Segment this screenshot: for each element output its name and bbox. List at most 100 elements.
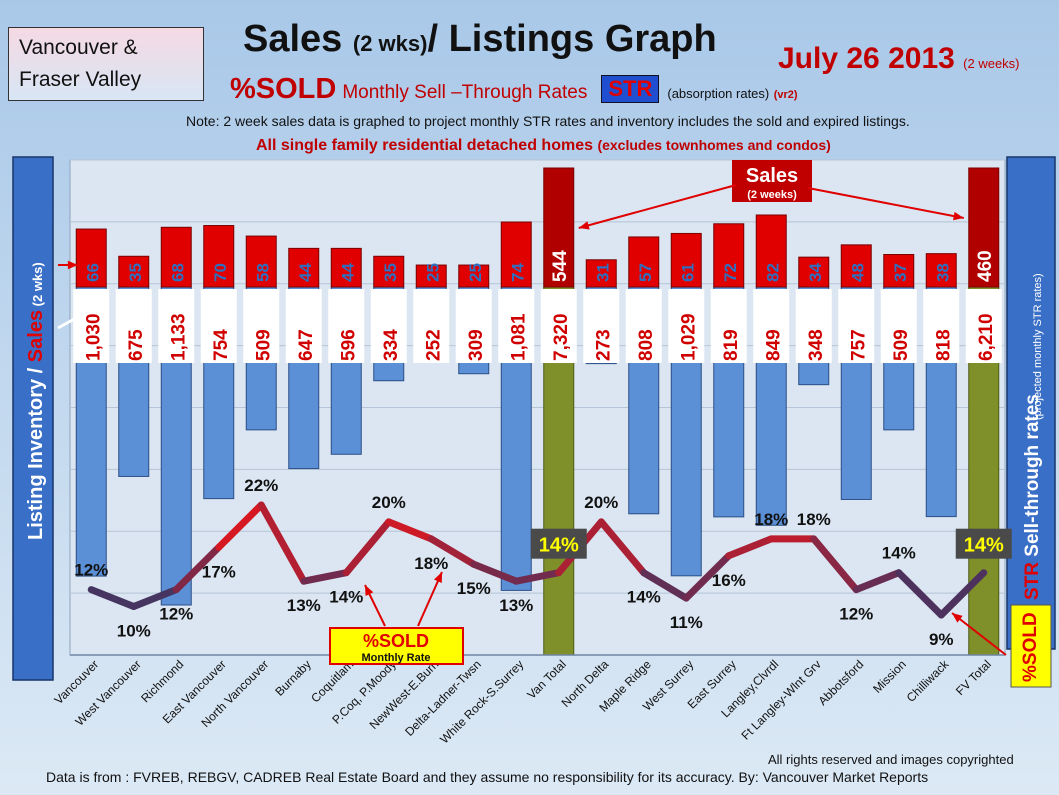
sold-rate-line-segment (597, 518, 648, 577)
inventory-label-box (668, 289, 705, 363)
inventory-label-box (625, 289, 662, 363)
right-axis-label: STR Sell-through rates (1022, 394, 1043, 600)
inventory-value-label: 252 (423, 329, 444, 361)
sold-rate-label: 11% (670, 613, 703, 632)
sales-value-label: 38 (933, 263, 952, 282)
inventory-value-label: 348 (806, 329, 827, 361)
sold-label: %SOLD (230, 73, 337, 105)
inventory-axis-pointer (57, 316, 77, 330)
scope-note: All single family residential detached h… (256, 137, 831, 155)
inventory-label-box (158, 289, 195, 363)
left-axis-label: Listing Inventory / Sales (2 wks) (25, 262, 47, 540)
source-note: Data is from : FVREB, REBGV, CADREB Real… (46, 769, 929, 785)
right-axis-small: (projected monthly STR rates) (1032, 273, 1044, 420)
sales-bar (755, 214, 787, 288)
category-tick-label: Abbotsford (815, 657, 866, 708)
sold-rate-label: 18% (414, 554, 448, 573)
sales-bar (500, 221, 532, 288)
inventory-value-label: 808 (636, 329, 657, 361)
sales-bar (883, 254, 915, 288)
sales-value-label: 37 (891, 263, 910, 282)
inventory-value-label: 273 (593, 329, 614, 361)
sales-callout-title: Sales (746, 165, 798, 187)
sales-value-label: 31 (593, 263, 612, 282)
inventory-label-box (838, 289, 875, 363)
sold-rate-label: 9% (929, 630, 954, 649)
inventory-label-box (455, 289, 492, 363)
sales-callout-arrow-right-head (952, 211, 964, 221)
inventory-value-label: 6,210 (976, 313, 997, 361)
category-tick-label: Ft Langley-Wlnt Grv (739, 657, 824, 742)
left-axis-sales: Sales (25, 310, 47, 362)
date-small: (2 weeks) (963, 56, 1020, 71)
sales-bar (245, 235, 277, 288)
sold-rate-line-segment (470, 560, 520, 585)
sales-bar (160, 226, 192, 288)
sales-bar (585, 259, 617, 288)
sold-rate-line-segment (172, 543, 223, 594)
sales-value-label: 34 (806, 263, 825, 282)
sold-rate-line-segment (682, 552, 733, 602)
left-axis-panel: Listing Inventory / Sales (2 wks) (12, 156, 54, 681)
inventory-label-box (243, 289, 280, 363)
inventory-value-label: 1,081 (508, 313, 529, 361)
sold-rate-label: 14% (964, 535, 1004, 557)
sold-description: Monthly Sell –Through Rates (342, 82, 588, 103)
sales-value-label: 58 (253, 263, 272, 282)
inventory-value-label: 675 (126, 329, 147, 361)
sales-callout-arrow-left-head (578, 221, 590, 230)
inventory-value-label: 596 (338, 329, 359, 361)
sold-rate-line-segment (937, 569, 988, 619)
sales-callout-box (732, 160, 812, 202)
inventory-label-box (285, 289, 322, 363)
version-tag: (vr2) (773, 89, 798, 101)
str-badge: STR (601, 75, 660, 103)
right-axis-str: STR (1022, 562, 1043, 600)
sold-rate-label: 10% (117, 622, 151, 641)
sales-bar (925, 253, 957, 288)
category-tick-label: Delta-Ladner-Twsn (402, 657, 484, 739)
inventory-label-box (200, 289, 237, 363)
inventory-label-box (923, 289, 960, 363)
sold-rate-line-segment (130, 586, 180, 611)
inventory-value-label: 818 (933, 329, 954, 361)
sold-rate-label: 17% (202, 562, 236, 581)
inventory-label-box (498, 289, 535, 363)
inventory-label-box (540, 289, 577, 363)
sold-rate-label: 14% (539, 535, 579, 557)
sales-value-label: 25 (423, 263, 442, 282)
scope-note-main: All single family residential detached h… (256, 137, 598, 154)
sold-rate-label: 12% (74, 561, 108, 580)
page-title: Sales (2 wks)/ Listings Graph (243, 18, 717, 61)
region-line-2: Fraser Valley (19, 68, 142, 91)
sold-rate-label: 12% (839, 605, 873, 624)
sold-rate-line-segment (725, 535, 775, 560)
sold-callout-arrow-right-head (433, 572, 442, 583)
sold-callout-sub: Monthly Rate (361, 652, 430, 664)
sales-bar (458, 264, 490, 288)
inventory-value-label: 754 (211, 329, 232, 361)
sales-value-label: 70 (211, 263, 230, 282)
sold-rate-line-segment (385, 518, 435, 543)
total-sold-label-box (955, 528, 1012, 559)
sales-bar (670, 232, 702, 288)
sales-bar (798, 256, 830, 288)
sold-rate-label: 13% (499, 596, 533, 615)
inventory-value-label: 1,030 (83, 313, 104, 361)
inventory-label-box (795, 289, 832, 363)
sold-rate-line-segment (512, 569, 563, 585)
sold-rate-label: 18% (797, 510, 831, 529)
date-main: July 26 2013 (778, 42, 964, 75)
sales-bar (118, 255, 150, 288)
sales-value-label: 35 (381, 263, 400, 282)
sales-value-label: 66 (83, 263, 102, 282)
inventory-value-label: 309 (466, 329, 487, 361)
sold-rate-line-segment (640, 569, 690, 602)
sales-value-label: 74 (508, 263, 527, 282)
category-tick-label: Burnaby (272, 657, 314, 699)
inventory-label-box (965, 289, 1002, 363)
inventory-label-box (753, 289, 790, 363)
